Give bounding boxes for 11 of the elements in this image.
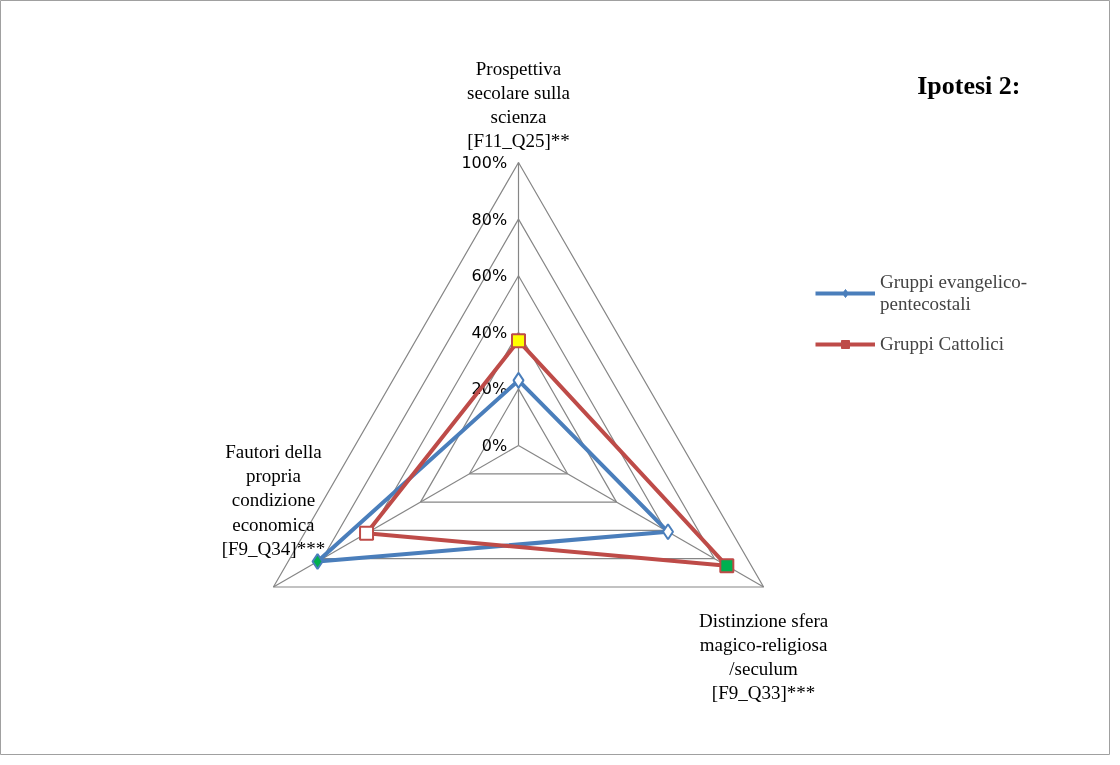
spoke-label: Fautori della propria condizione economica [F9_Q34]*** bbox=[221, 441, 326, 559]
legend-label: Gruppi evangelico-pentecostali bbox=[880, 271, 1028, 315]
spoke-label: Prospettiva secolare sulla scienza [F11_Q25]** bbox=[467, 57, 571, 152]
y-tick-label: 0% bbox=[481, 436, 508, 455]
legend-label: Gruppi Cattolici bbox=[880, 333, 1005, 355]
y-tick-label: 60% bbox=[471, 266, 508, 286]
y-tick-label: 100% bbox=[461, 153, 508, 172]
y-tick-label: 80% bbox=[471, 209, 508, 229]
y-tick-label: 40% bbox=[471, 322, 508, 342]
chart-title: Ipotesi 2: bbox=[917, 71, 1021, 100]
spoke-label: Distinzione sfera magico-religiosa /seculum [F9_Q33]*** bbox=[698, 609, 829, 704]
